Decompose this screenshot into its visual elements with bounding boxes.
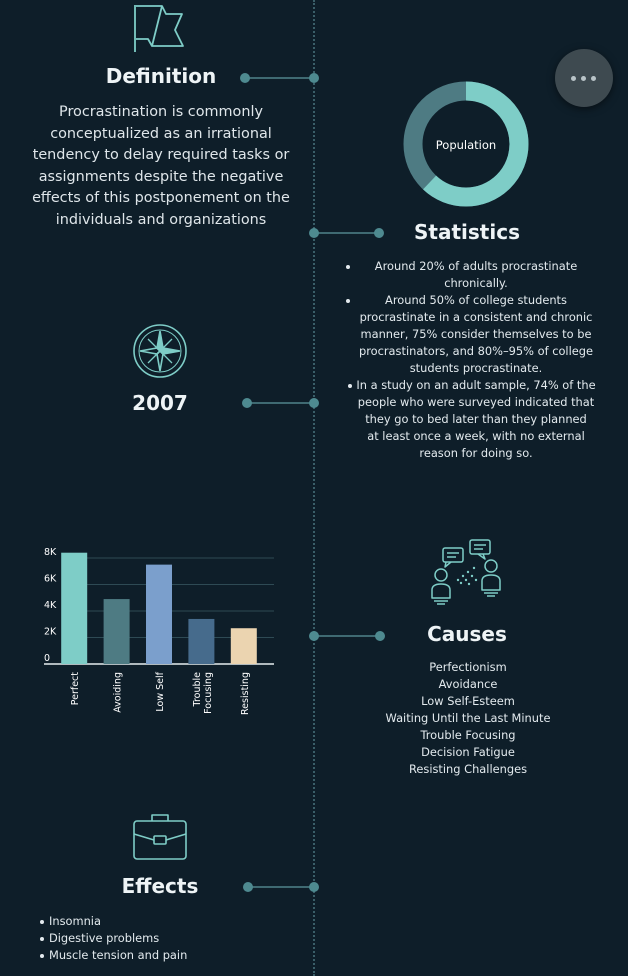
- timeline-node: [309, 398, 319, 408]
- chart-x-tick-label: Focusing: [203, 672, 214, 714]
- connector-dot: [375, 631, 385, 641]
- connector-dot: [243, 882, 253, 892]
- chart-x-tick-label: Low Self: [155, 671, 166, 711]
- causes-list: Perfectionism Avoidance Low Self-Esteem …: [368, 659, 568, 778]
- effect-item: Muscle tension and pain: [40, 947, 290, 964]
- statistics-item: Around 50% of college students procrasti…: [346, 292, 596, 377]
- population-donut-chart: [403, 81, 529, 207]
- chart-bar: [103, 599, 130, 664]
- more-horizontal-icon: [571, 76, 576, 81]
- chart-y-tick-label: 8K: [44, 547, 57, 558]
- definition-text: Procrastination is commonly conceptualiz…: [32, 104, 290, 228]
- definition-title: Definition: [105, 64, 217, 88]
- connector-dot: [374, 228, 384, 238]
- discussion-people-icon: [431, 539, 501, 605]
- timeline-node: [309, 228, 319, 238]
- chart-bar: [230, 628, 257, 664]
- chart-x-tick-label: Avoiding: [113, 672, 124, 713]
- statistics-list: Around 20% of adults procrastinate chron…: [346, 258, 596, 462]
- chart-x-tick-label: Resisting: [240, 672, 251, 715]
- donut-population-slice: [403, 81, 529, 207]
- timeline-node: [309, 73, 319, 83]
- chart-y-tick-label: 2K: [44, 627, 57, 638]
- chart-x-tick-label: Trouble: [192, 672, 203, 708]
- chart-y-tick-label: 4K: [44, 600, 57, 611]
- timeline-spine: [313, 0, 315, 976]
- cause-item: Low Self-Esteem: [421, 694, 515, 708]
- statistics-item: Around 20% of adults procrastinate chron…: [346, 258, 596, 292]
- effects-list: Insomnia Digestive problems Muscle tensi…: [40, 913, 290, 964]
- effects-title: Effects: [121, 874, 199, 898]
- compass-icon: [133, 324, 187, 378]
- effect-item: Digestive problems: [40, 930, 290, 947]
- connector-dot: [240, 73, 250, 83]
- cause-item: Decision Fatigue: [421, 745, 515, 759]
- statistics-title: Statistics: [414, 220, 520, 244]
- donut-label: Population: [435, 138, 497, 152]
- causes-title: Causes: [427, 622, 507, 646]
- causes-bar-chart: 0 2K 4K 6K 8K Perfect Avoiding Low Self Trouble…: [44, 547, 274, 715]
- timeline-node: [309, 882, 319, 892]
- more-options-button[interactable]: [555, 49, 613, 107]
- statistics-item: In a study on an adult sample, 74% of th…: [346, 377, 596, 462]
- cause-item: Perfectionism: [429, 660, 507, 674]
- flag-icon: [134, 5, 184, 52]
- timeline-node: [309, 631, 319, 641]
- year-label: 2007: [132, 391, 188, 415]
- connector-dot: [242, 398, 252, 408]
- chart-y-tick-label: 6K: [44, 574, 57, 585]
- cause-item: Waiting Until the Last Minute: [385, 711, 551, 725]
- cause-item: Resisting Challenges: [408, 762, 528, 776]
- effect-item: Insomnia: [40, 913, 290, 930]
- chart-bar: [61, 552, 88, 664]
- briefcase-icon: [133, 814, 187, 860]
- chart-bar: [188, 618, 215, 664]
- chart-y-tick-label: 0: [44, 653, 50, 664]
- cause-item: Trouble Focusing: [420, 728, 516, 742]
- chart-x-tick-label: Perfect: [70, 672, 81, 706]
- cause-item: Avoidance: [438, 677, 498, 691]
- chart-bar: [146, 564, 172, 664]
